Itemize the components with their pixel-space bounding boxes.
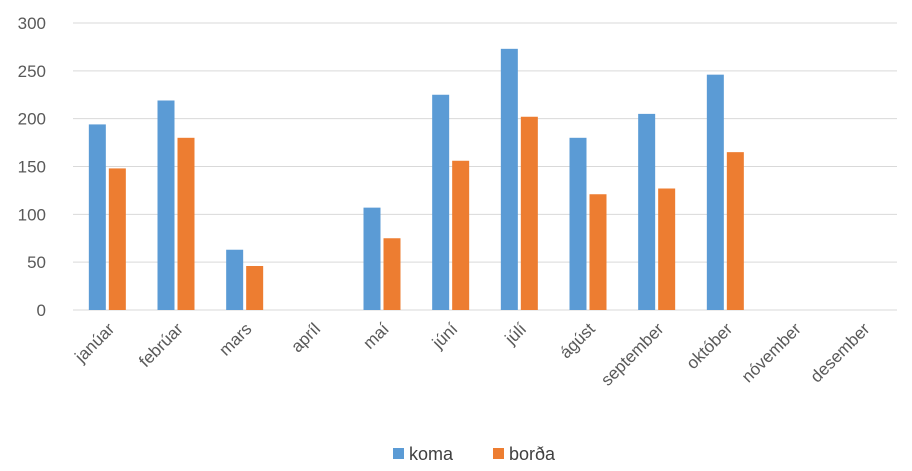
x-tick-label: apríl (287, 319, 324, 356)
bar-borða-febrúar (177, 137, 195, 310)
legend-swatch-borða (493, 448, 504, 459)
y-tick-label: 300 (18, 14, 46, 33)
y-tick-label: 250 (18, 62, 46, 81)
legend-label: koma (409, 444, 454, 464)
x-tick-label: ágúst (556, 319, 599, 362)
bar-koma-febrúar (157, 100, 175, 311)
x-tick-label: október (683, 319, 737, 373)
y-tick-label: 100 (18, 205, 46, 224)
bar-borða-júlí (520, 116, 538, 311)
y-tick-label: 0 (37, 301, 46, 320)
gridlines (73, 22, 897, 311)
bar-koma-ágúst (569, 137, 587, 310)
y-tick-label: 200 (18, 110, 46, 129)
bar-borða-október (726, 152, 744, 310)
bar-borða-maí (383, 238, 401, 310)
x-axis-tick-labels: janúar febrúar mars apríl maí júní júlí ágústse… (71, 319, 874, 389)
x-tick-label: janúar (71, 319, 119, 367)
x-tick-label: september (597, 319, 667, 389)
x-tick-label: desember (807, 319, 874, 386)
bar-koma-janúar (88, 124, 106, 310)
x-tick-label: mars (215, 319, 255, 359)
y-tick-label: 150 (18, 158, 46, 177)
bars (88, 48, 744, 311)
y-axis-tick-labels: 0 50 100 150 200 250 300 (18, 14, 46, 320)
x-tick-label: maí (359, 319, 393, 353)
bar-koma-mars (226, 249, 244, 310)
bar-koma-maí (363, 207, 381, 310)
x-tick-label: júní (428, 319, 462, 353)
y-tick-label: 50 (27, 253, 46, 272)
legend-label: borða (509, 444, 556, 464)
legend: koma borða (393, 444, 556, 464)
x-tick-label: nóvember (738, 319, 805, 386)
bar-borða-júní (452, 160, 470, 310)
bar-koma-september (638, 113, 656, 310)
bar-borða-mars (246, 265, 264, 310)
bar-koma-október (706, 74, 724, 310)
legend-swatch-koma (393, 448, 404, 459)
x-tick-label: febrúar (135, 319, 187, 371)
bar-koma-júlí (500, 48, 518, 311)
x-tick-label: júlí (501, 319, 531, 349)
bar-koma-júní (432, 94, 450, 310)
bar-borða-ágúst (589, 194, 607, 310)
bar-borða-september (658, 188, 676, 310)
bar-borða-janúar (108, 168, 126, 310)
